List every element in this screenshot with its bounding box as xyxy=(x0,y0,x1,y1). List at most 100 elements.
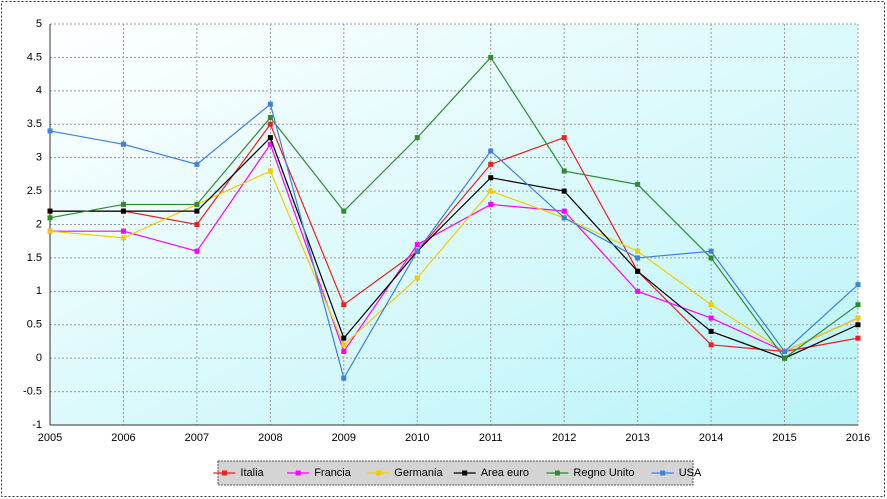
x-tick-label: 2005 xyxy=(38,432,62,444)
data-point xyxy=(855,282,861,288)
y-tick-label: 2.5 xyxy=(27,185,42,197)
series-line xyxy=(49,56,859,360)
data-point xyxy=(708,328,714,334)
data-point xyxy=(194,248,200,254)
x-tick-label: 2013 xyxy=(625,432,649,444)
data-point xyxy=(267,168,273,174)
data-point xyxy=(267,121,273,127)
data-point xyxy=(561,188,567,194)
data-point xyxy=(855,302,861,308)
data-point xyxy=(855,315,861,321)
data-point xyxy=(341,335,347,341)
data-point xyxy=(782,355,788,361)
series-line xyxy=(50,123,859,353)
legend-label: Regno Unito xyxy=(573,467,634,479)
y-tick-label: -0.5 xyxy=(23,385,42,397)
data-point xyxy=(194,201,200,207)
series-line xyxy=(50,136,859,359)
y-tick-label: 2 xyxy=(36,218,42,230)
data-point xyxy=(561,135,567,141)
data-point xyxy=(488,54,494,60)
data-point xyxy=(635,255,641,261)
legend-label: Area euro xyxy=(481,467,529,479)
x-tick-label: 2011 xyxy=(479,432,503,444)
legend-marker xyxy=(462,470,468,476)
data-point xyxy=(47,208,53,214)
data-point xyxy=(488,161,494,167)
data-point xyxy=(708,315,714,321)
data-point xyxy=(488,188,494,194)
y-tick-label: 1 xyxy=(36,285,42,297)
x-tick-label: 2015 xyxy=(772,432,796,444)
data-point xyxy=(341,208,347,214)
y-tick-label: 4 xyxy=(36,85,42,97)
y-tick-label: 1.5 xyxy=(27,252,42,264)
data-point xyxy=(488,175,494,181)
data-point xyxy=(488,148,494,154)
data-point xyxy=(267,115,273,121)
data-point xyxy=(855,322,861,328)
y-tick-label: 3 xyxy=(36,152,42,164)
data-point xyxy=(194,208,200,214)
x-tick-label: 2008 xyxy=(258,432,282,444)
data-point xyxy=(635,181,641,187)
data-point xyxy=(194,161,200,167)
data-point xyxy=(855,335,861,341)
data-point xyxy=(341,342,347,348)
y-tick-label: 0 xyxy=(36,352,42,364)
data-point xyxy=(120,201,126,207)
data-point xyxy=(341,375,347,381)
data-point xyxy=(414,135,420,141)
data-point xyxy=(635,248,641,254)
data-point xyxy=(267,101,273,107)
legend-label: USA xyxy=(679,467,702,479)
data-point xyxy=(561,168,567,174)
data-point xyxy=(267,141,273,147)
x-tick-label: 2007 xyxy=(185,432,209,444)
data-point xyxy=(488,201,494,207)
data-point xyxy=(708,342,714,348)
series-line xyxy=(50,142,859,353)
data-point xyxy=(708,302,714,308)
data-point xyxy=(120,235,126,241)
legend-marker xyxy=(375,470,381,476)
data-point xyxy=(120,141,126,147)
data-point xyxy=(194,222,200,227)
legend-label: Italia xyxy=(240,467,264,479)
data-point xyxy=(708,255,714,261)
series-line xyxy=(49,103,859,380)
data-point xyxy=(635,268,641,274)
data-point xyxy=(782,348,788,354)
data-point xyxy=(414,248,420,254)
data-point xyxy=(414,275,420,281)
y-tick-label: 3.5 xyxy=(27,118,42,130)
legend-marker xyxy=(295,470,301,476)
legend-label: Germania xyxy=(394,467,443,479)
data-point xyxy=(47,228,53,234)
data-point xyxy=(47,128,53,134)
data-point xyxy=(120,208,126,214)
y-tick-label: -1 xyxy=(32,419,42,431)
x-tick-label: 2009 xyxy=(332,432,356,444)
x-tick-label: 2016 xyxy=(846,432,870,444)
data-point xyxy=(708,248,714,254)
legend-marker xyxy=(660,470,666,476)
x-tick-label: 2010 xyxy=(405,432,429,444)
data-point xyxy=(341,348,347,354)
data-point xyxy=(267,135,273,141)
series-line xyxy=(49,170,859,353)
data-point xyxy=(561,208,567,214)
y-tick-label: 5 xyxy=(36,18,42,30)
data-point xyxy=(341,302,347,308)
legend-label: Francia xyxy=(314,467,352,479)
data-point xyxy=(414,242,420,248)
x-tick-label: 2014 xyxy=(699,432,723,444)
data-point xyxy=(561,215,567,221)
x-tick-label: 2012 xyxy=(552,432,576,444)
y-tick-label: 4.5 xyxy=(27,51,42,63)
data-point xyxy=(635,288,641,294)
legend-marker xyxy=(554,470,560,476)
legend-marker xyxy=(221,470,227,476)
